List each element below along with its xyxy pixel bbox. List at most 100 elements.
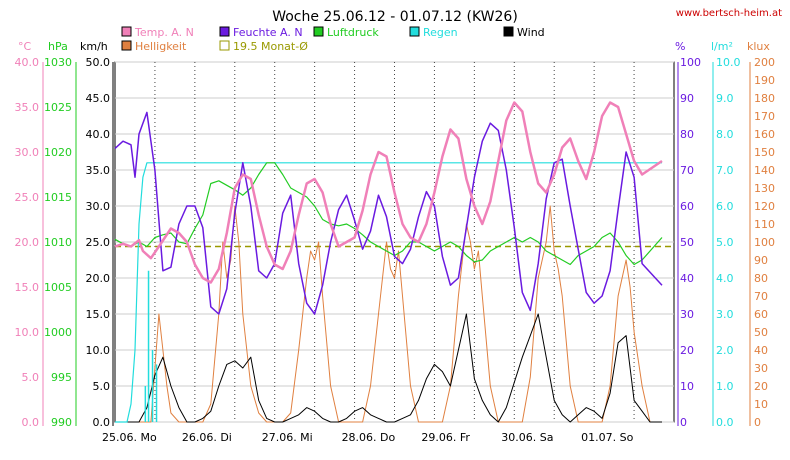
legend-label: Feuchte A. N	[233, 26, 303, 39]
brightness-tick-label: 40	[754, 344, 768, 357]
brightness-tick-label: 10	[754, 398, 768, 411]
humidity-tick-label: 70	[680, 164, 694, 177]
chart-legend: Temp. A. N Feuchte A. N Luftdruck Regen Wind…	[121, 26, 545, 53]
wind-tick-label: 40.0	[86, 128, 111, 141]
legend-swatch	[503, 26, 514, 37]
series-line-wind	[115, 313, 662, 423]
legend-swatch	[121, 26, 132, 37]
brightness-tick-label: 170	[754, 110, 775, 123]
brightness-tick-label: 130	[754, 182, 775, 195]
unit-temp: °C	[18, 40, 32, 53]
pressure-tick-label: 1005	[44, 281, 72, 294]
wind-tick-label: 15.0	[86, 308, 111, 321]
rain-tick-label: 10.0	[716, 56, 741, 69]
wind-tick-label: 0.0	[93, 416, 111, 429]
legend-label: Regen	[423, 26, 458, 39]
brightness-tick-label: 200	[754, 56, 775, 69]
brightness-tick-label: 150	[754, 146, 775, 159]
series-line-temp	[114, 101, 663, 284]
legend-swatch	[219, 26, 230, 37]
chart-title: Woche 25.06.12 - 01.07.12 (KW26)	[272, 9, 518, 25]
rain-tick-label: 2.0	[716, 344, 734, 357]
legend-label: 19.5 Monat-Ø	[233, 40, 308, 53]
brightness-tick-label: 30	[754, 362, 768, 375]
x-tick-label: 25.06. Mo	[102, 431, 157, 444]
series-line-pressure	[114, 162, 663, 266]
unit-pressure: hPa	[48, 40, 68, 53]
unit-humidity: %	[675, 40, 685, 53]
rain-tick-label: 5.0	[716, 236, 734, 249]
legend-label: Luftdruck	[327, 26, 379, 39]
pressure-tick-label: 1025	[44, 101, 72, 114]
wind-tick-label: 45.0	[86, 92, 111, 105]
chart-axes: 0.0 5.0 10.0 15.0 20.0 25.0 30.0 35.0 40.0 990 995…	[15, 56, 776, 429]
axis-units: °C hPa km/h% l/m² klux	[18, 40, 770, 53]
rain-tick-label: 3.0	[716, 308, 734, 321]
temp-tick-label: 30.0	[15, 146, 40, 159]
humidity-tick-label: 0	[680, 416, 687, 429]
pressure-tick-label: 990	[51, 416, 72, 429]
brightness-tick-label: 120	[754, 200, 775, 213]
humidity-tick-label: 80	[680, 128, 694, 141]
wind-tick-label: 5.0	[93, 380, 111, 393]
brightness-tick-label: 100	[754, 236, 775, 249]
chart-grid	[114, 61, 675, 423]
unit-wind: km/h	[80, 40, 108, 53]
rain-tick-label: 8.0	[716, 128, 734, 141]
pressure-tick-label: 1015	[44, 191, 72, 204]
legend-swatch	[121, 40, 132, 51]
unit-brightness: klux	[747, 40, 770, 53]
brightness-tick-label: 50	[754, 326, 768, 339]
wind-tick-label: 50.0	[86, 56, 111, 69]
brightness-tick-label: 110	[754, 218, 775, 231]
brightness-tick-label: 60	[754, 308, 768, 321]
series-line-rain	[115, 162, 662, 423]
brightness-tick-label: 70	[754, 290, 768, 303]
x-tick-label: 30.06. Sa	[501, 431, 553, 444]
wind-tick-label: 30.0	[86, 200, 111, 213]
unit-rain: l/m²	[711, 40, 733, 53]
brightness-tick-label: 80	[754, 272, 768, 285]
pressure-tick-label: 1020	[44, 146, 72, 159]
wind-tick-label: 10.0	[86, 344, 111, 357]
legend-label: Temp. A. N	[134, 26, 194, 39]
rain-tick-label: 6.0	[716, 200, 734, 213]
humidity-tick-label: 20	[680, 344, 694, 357]
brightness-tick-label: 160	[754, 128, 775, 141]
x-tick-label: 29.06. Fr	[421, 431, 470, 444]
humidity-tick-label: 10	[680, 380, 694, 393]
temp-tick-label: 35.0	[15, 101, 40, 114]
rain-tick-label: 9.0	[716, 92, 734, 105]
rain-tick-label: 7.0	[716, 164, 734, 177]
temp-tick-label: 20.0	[15, 236, 40, 249]
legend-swatch	[313, 26, 324, 37]
legend-label: Helligkeit	[135, 40, 187, 53]
temp-tick-label: 40.0	[15, 56, 40, 69]
humidity-tick-label: 100	[680, 56, 701, 69]
wind-tick-label: 25.0	[86, 236, 111, 249]
humidity-tick-label: 60	[680, 200, 694, 213]
brightness-tick-label: 90	[754, 254, 768, 267]
temp-tick-label: 10.0	[15, 326, 40, 339]
x-tick-label: 26.06. Di	[182, 431, 232, 444]
humidity-tick-label: 40	[680, 272, 694, 285]
x-tick-label: 27.06. Mi	[262, 431, 313, 444]
legend-swatch	[219, 40, 230, 51]
site-url: www.bertsch-heim.at	[676, 8, 782, 19]
brightness-tick-label: 190	[754, 74, 775, 87]
temp-tick-label: 15.0	[15, 281, 40, 294]
chart-series	[114, 101, 674, 423]
pressure-tick-label: 995	[51, 371, 72, 384]
temp-tick-label: 5.0	[22, 371, 40, 384]
x-axis-labels: 25.06. Mo 26.06. Di 27.06. Mi 28.06. Do 29.0…	[102, 431, 634, 444]
temp-tick-label: 0.0	[22, 416, 40, 429]
rain-tick-label: 0.0	[716, 416, 734, 429]
pressure-tick-label: 1000	[44, 326, 72, 339]
humidity-tick-label: 50	[680, 236, 694, 249]
wind-tick-label: 35.0	[86, 164, 111, 177]
pressure-tick-label: 1010	[44, 236, 72, 249]
humidity-tick-label: 30	[680, 308, 694, 321]
brightness-tick-label: 140	[754, 164, 775, 177]
